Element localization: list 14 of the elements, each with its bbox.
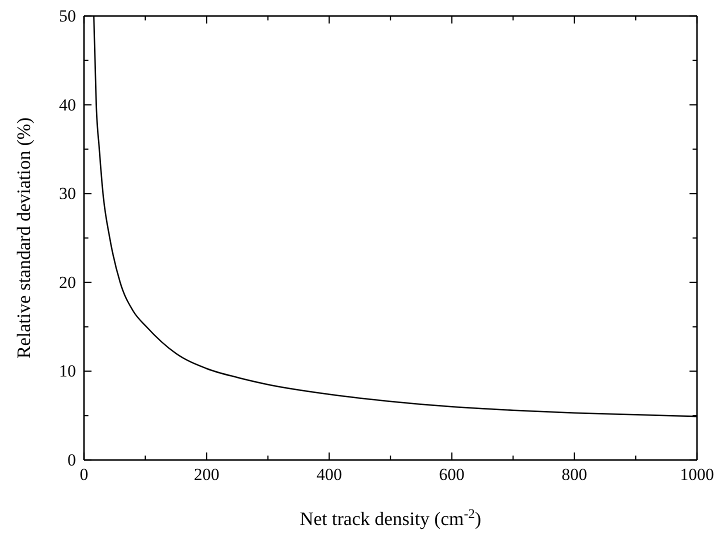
x-tick-label: 200: [194, 465, 220, 484]
y-axis-title: Relative standard deviation (%): [14, 117, 35, 359]
x-tick-label: 400: [316, 465, 342, 484]
x-tick-label: 800: [562, 465, 588, 484]
x-tick-label: 1000: [680, 465, 714, 484]
y-tick-label: 20: [59, 272, 76, 292]
y-tick-label: 40: [59, 95, 76, 114]
x-tick-label: 600: [439, 465, 465, 484]
y-tick-label: 50: [59, 6, 76, 26]
x-axis-title: Net track density (cm$^{-2}$): [300, 506, 482, 530]
y-tick-label: 10: [59, 362, 76, 381]
x-tick-label: 0: [80, 465, 88, 484]
y-tick-label: 0: [68, 450, 76, 470]
y-tick-label: 30: [59, 184, 76, 204]
